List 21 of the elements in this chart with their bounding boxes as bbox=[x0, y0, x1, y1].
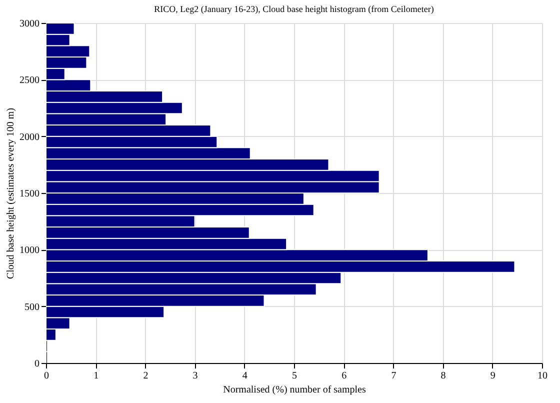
y-tick-label: 0 bbox=[34, 358, 40, 370]
x-tick-label: 8 bbox=[440, 370, 446, 382]
x-tick-label: 1 bbox=[94, 370, 99, 382]
x-tick-label: 2 bbox=[143, 370, 148, 382]
chart-title: RICO, Leg2 (January 16-23), Cloud base height histogram (from Ceilometer) bbox=[154, 4, 434, 14]
y-tick-label: 500 bbox=[24, 302, 40, 313]
x-tick-label: 9 bbox=[490, 370, 496, 382]
y-tick-label: 2000 bbox=[20, 132, 40, 143]
x-tick-label: 3 bbox=[192, 370, 198, 382]
y-tick-label: 1000 bbox=[20, 245, 40, 256]
x-tick-label: 5 bbox=[292, 370, 297, 382]
x-tick-label: 10 bbox=[538, 370, 548, 382]
x-tick-label: 6 bbox=[342, 370, 347, 382]
x-tick-label: 0 bbox=[44, 370, 49, 382]
y-tick-label: 2500 bbox=[20, 75, 40, 86]
y-tick-label: 3000 bbox=[20, 18, 40, 30]
y-axis-title: Cloud base height (estimates every 100 m) bbox=[6, 108, 16, 280]
x-tick-label: 7 bbox=[391, 370, 396, 382]
x-tick-label: 4 bbox=[242, 370, 248, 382]
y-tick-label: 1500 bbox=[20, 188, 40, 200]
x-axis-title: Normalised (%) number of samples bbox=[223, 384, 366, 396]
